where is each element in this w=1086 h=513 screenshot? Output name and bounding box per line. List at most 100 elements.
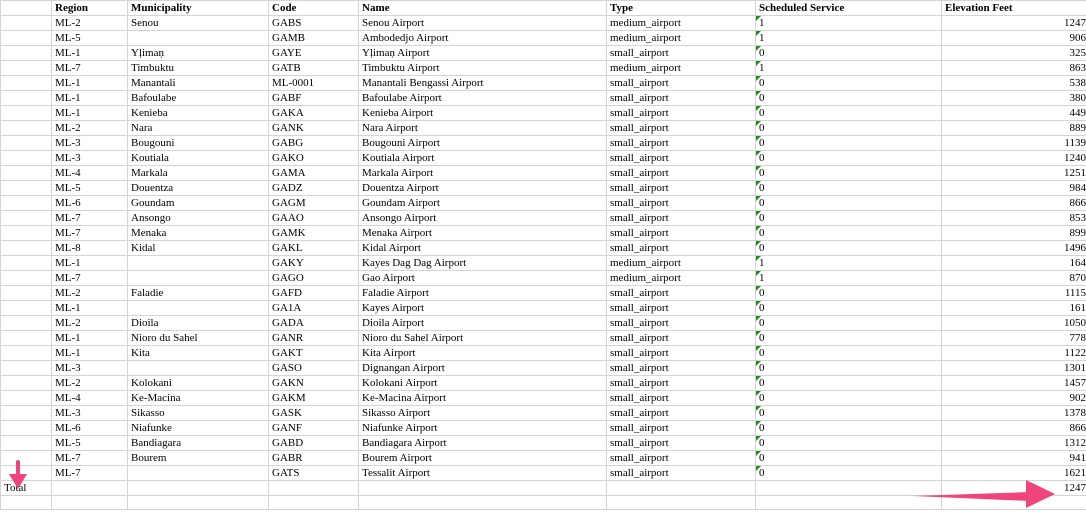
row-label-cell[interactable] <box>0 285 52 301</box>
cell-code[interactable]: GADA <box>268 315 359 331</box>
cell-code[interactable]: GANR <box>268 330 359 346</box>
cell-scheduled-service[interactable]: 0 <box>755 315 942 331</box>
cell-region[interactable]: ML-7 <box>51 225 128 241</box>
cell-region[interactable]: ML-7 <box>51 465 128 481</box>
cell-elevation-feet[interactable]: 870 <box>941 270 1086 286</box>
cell-type[interactable]: medium_airport <box>606 270 756 286</box>
cell-elevation-feet[interactable]: 866 <box>941 195 1086 211</box>
cell-type[interactable]: medium_airport <box>606 30 756 46</box>
cell-name[interactable]: Timbuktu Airport <box>358 60 607 76</box>
row-label-cell[interactable] <box>0 105 52 121</box>
cell-type[interactable]: small_airport <box>606 330 756 346</box>
cell-code[interactable]: GAKL <box>268 240 359 256</box>
cell-municipality[interactable]: Ansongo <box>127 210 269 226</box>
cell-name[interactable]: Senou Airport <box>358 15 607 31</box>
cell-municipality[interactable] <box>127 255 269 271</box>
cell-code[interactable]: GAKA <box>268 105 359 121</box>
cell-code[interactable]: GADZ <box>268 180 359 196</box>
row-label-cell[interactable] <box>0 300 52 316</box>
cell-type[interactable]: small_airport <box>606 195 756 211</box>
cell-region[interactable]: ML-7 <box>51 450 128 466</box>
cell-region[interactable]: ML-1 <box>51 90 128 106</box>
cell-elevation-feet[interactable]: 1050 <box>941 315 1086 331</box>
cell-municipality[interactable]: Kidal <box>127 240 269 256</box>
cell-type[interactable]: small_airport <box>606 450 756 466</box>
cell-elevation-feet[interactable]: 1378 <box>941 405 1086 421</box>
cell-scheduled-service[interactable]: 0 <box>755 300 942 316</box>
cell-municipality[interactable] <box>127 360 269 376</box>
row-label-cell[interactable] <box>0 210 52 226</box>
cell-scheduled-service[interactable]: 0 <box>755 165 942 181</box>
cell-elevation-feet[interactable]: 778 <box>941 330 1086 346</box>
cell-name[interactable]: Koutiala Airport <box>358 150 607 166</box>
empty-cell[interactable] <box>606 495 756 510</box>
cell-name[interactable]: Bougouni Airport <box>358 135 607 151</box>
empty-cell[interactable] <box>358 495 607 510</box>
row-label-cell[interactable] <box>0 60 52 76</box>
cell-elevation-feet[interactable]: 1312 <box>941 435 1086 451</box>
cell-municipality[interactable]: Menaka <box>127 225 269 241</box>
cell-scheduled-service[interactable]: 0 <box>755 120 942 136</box>
cell-scheduled-service[interactable]: 0 <box>755 240 942 256</box>
cell-scheduled-service[interactable]: 1 <box>755 30 942 46</box>
corner-cell[interactable] <box>0 0 52 16</box>
cell-scheduled-service[interactable]: 0 <box>755 150 942 166</box>
cell-scheduled-service[interactable]: 0 <box>755 105 942 121</box>
cell-elevation-feet[interactable]: 380 <box>941 90 1086 106</box>
cell-type[interactable]: small_airport <box>606 210 756 226</box>
cell-code[interactable]: GABR <box>268 450 359 466</box>
cell-code[interactable]: GAKT <box>268 345 359 361</box>
cell-region[interactable]: ML-5 <box>51 180 128 196</box>
row-label-cell[interactable] <box>0 390 52 406</box>
row-label-cell[interactable] <box>0 195 52 211</box>
cell-region[interactable]: ML-2 <box>51 315 128 331</box>
empty-cell[interactable] <box>755 480 942 496</box>
cell-region[interactable]: ML-2 <box>51 120 128 136</box>
header-scheduled-service[interactable]: Scheduled Service <box>755 0 942 16</box>
cell-region[interactable]: ML-7 <box>51 270 128 286</box>
cell-elevation-feet[interactable]: 1496 <box>941 240 1086 256</box>
cell-municipality[interactable]: Nara <box>127 120 269 136</box>
empty-cell[interactable] <box>127 495 269 510</box>
cell-region[interactable]: ML-5 <box>51 435 128 451</box>
row-label-cell[interactable] <box>0 420 52 436</box>
cell-name[interactable]: Kolokani Airport <box>358 375 607 391</box>
cell-name[interactable]: Douentza Airport <box>358 180 607 196</box>
cell-code[interactable]: GABF <box>268 90 359 106</box>
cell-region[interactable]: ML-2 <box>51 285 128 301</box>
cell-type[interactable]: small_airport <box>606 180 756 196</box>
cell-municipality[interactable] <box>127 300 269 316</box>
empty-cell[interactable] <box>268 495 359 510</box>
cell-municipality[interactable]: Bandiagara <box>127 435 269 451</box>
cell-scheduled-service[interactable]: 0 <box>755 195 942 211</box>
cell-municipality[interactable]: Bougouni <box>127 135 269 151</box>
cell-scheduled-service[interactable]: 0 <box>755 405 942 421</box>
row-label-cell[interactable] <box>0 165 52 181</box>
cell-scheduled-service[interactable]: 0 <box>755 465 942 481</box>
header-region[interactable]: Region <box>51 0 128 16</box>
cell-municipality[interactable]: Bourem <box>127 450 269 466</box>
cell-municipality[interactable]: Sikasso <box>127 405 269 421</box>
cell-scheduled-service[interactable]: 0 <box>755 285 942 301</box>
cell-name[interactable]: Kayes Dag Dag Airport <box>358 255 607 271</box>
cell-municipality[interactable] <box>127 270 269 286</box>
cell-type[interactable]: small_airport <box>606 240 756 256</box>
header-code[interactable]: Code <box>268 0 359 16</box>
header-type[interactable]: Type <box>606 0 756 16</box>
cell-elevation-feet[interactable]: 902 <box>941 390 1086 406</box>
cell-region[interactable]: ML-1 <box>51 255 128 271</box>
cell-name[interactable]: Nara Airport <box>358 120 607 136</box>
empty-cell[interactable] <box>51 480 128 496</box>
cell-municipality[interactable]: Yḷimaṇ <box>127 45 269 61</box>
cell-code[interactable]: GAMA <box>268 165 359 181</box>
header-name[interactable]: Name <box>358 0 607 16</box>
cell-region[interactable]: ML-1 <box>51 345 128 361</box>
row-label-cell[interactable] <box>0 135 52 151</box>
cell-type[interactable]: small_airport <box>606 405 756 421</box>
empty-cell[interactable] <box>51 495 128 510</box>
cell-code[interactable]: GABS <box>268 15 359 31</box>
cell-scheduled-service[interactable]: 0 <box>755 375 942 391</box>
cell-code[interactable]: GASO <box>268 360 359 376</box>
cell-type[interactable]: small_airport <box>606 75 756 91</box>
cell-code[interactable]: GASK <box>268 405 359 421</box>
